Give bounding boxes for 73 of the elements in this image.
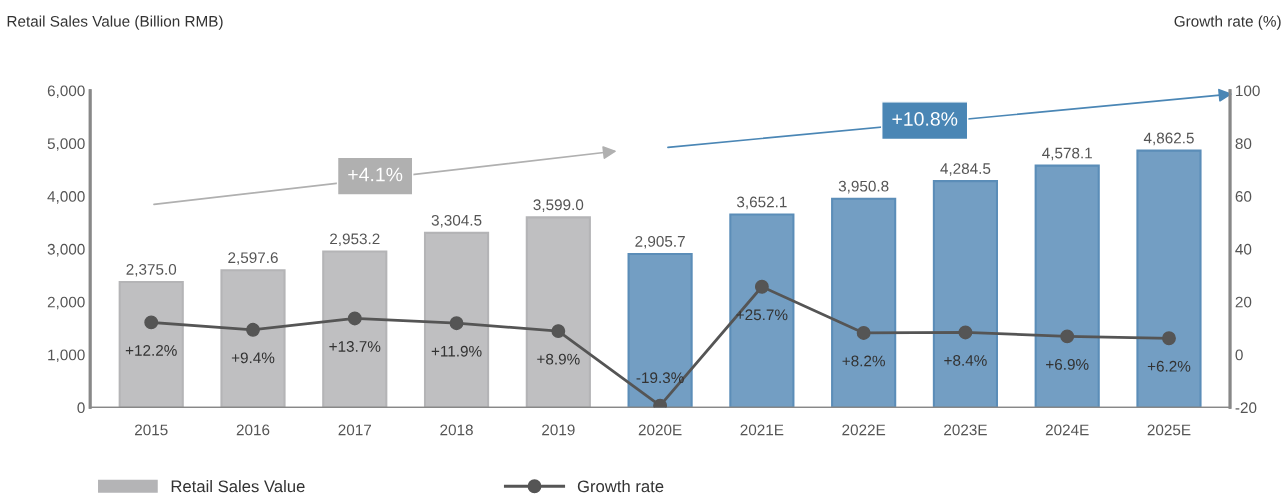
data-label: 3,304.5 xyxy=(431,214,482,228)
annotation: +4.1% xyxy=(348,167,403,182)
data-label: +8.2% xyxy=(842,355,885,367)
y2-tick-label: 40 xyxy=(1235,243,1252,255)
data-label: +11.9% xyxy=(431,345,482,357)
data-label: 4,578.1 xyxy=(1042,147,1092,161)
x-tick-label: 2017 xyxy=(338,424,371,436)
bar xyxy=(1034,164,1100,408)
point xyxy=(754,279,769,294)
data-label: 2,375.0 xyxy=(126,263,177,277)
data-label: 2,953.2 xyxy=(330,233,380,247)
x-tick-label: 2021E xyxy=(740,424,784,436)
data-label: +12.2% xyxy=(125,345,177,356)
data-label: +8.9% xyxy=(537,353,580,365)
data-label: 4,862.5 xyxy=(1143,132,1194,146)
y2-tick-label: 100 xyxy=(1236,85,1260,97)
data-label: 4,284.5 xyxy=(940,163,991,176)
y-tick-label: 3,000 xyxy=(47,243,85,257)
y2-tick-label: 80 xyxy=(1235,138,1252,150)
data-label: +6.9% xyxy=(1046,359,1089,370)
bar xyxy=(322,250,388,408)
data-label: +13.7% xyxy=(329,341,381,352)
bar xyxy=(220,269,286,408)
point xyxy=(958,325,973,340)
data-label: +9.4% xyxy=(231,352,275,364)
data-label: 3,599.0 xyxy=(533,199,584,212)
bar xyxy=(525,216,591,408)
bar xyxy=(932,180,999,408)
x-tick-label: 2022E xyxy=(842,424,886,436)
data-label: 2,597.6 xyxy=(228,252,278,265)
x-tick-label: 2024E xyxy=(1045,424,1089,436)
point xyxy=(1162,331,1176,346)
y2-tick-label: -20 xyxy=(1235,402,1257,414)
y-tick-label: 1,000 xyxy=(48,349,85,363)
data-label: 2,905.7 xyxy=(635,235,685,249)
y2-tick-label: 0 xyxy=(1235,349,1243,361)
data-label: 3,652.1 xyxy=(736,196,787,210)
data-label: -19.3% xyxy=(636,372,684,384)
data-label: +8.4% xyxy=(944,355,987,366)
point xyxy=(449,316,464,331)
legend-label: Retail Sales Value xyxy=(171,480,305,493)
x-tick-label: 2019 xyxy=(542,424,575,436)
bar xyxy=(423,231,490,408)
x-tick-label: 2025E xyxy=(1147,424,1191,436)
annotation: +10.8% xyxy=(892,112,958,126)
bar xyxy=(627,252,693,408)
bar xyxy=(1136,149,1202,408)
bar xyxy=(729,213,795,408)
x-tick-label: 2018 xyxy=(440,424,473,436)
y-tick-label: 5,000 xyxy=(47,138,85,151)
y-tick-label: 6,000 xyxy=(47,85,85,99)
point xyxy=(144,315,159,330)
bar xyxy=(118,280,184,408)
y-tick-label: 4,000 xyxy=(47,191,85,204)
x-tick-label: 2023E xyxy=(944,424,987,436)
y2-axis-title: Growth rate (%) xyxy=(1174,15,1281,30)
legend-label: Growth rate xyxy=(577,480,664,493)
point xyxy=(246,322,260,337)
y-tick-label: 0 xyxy=(77,402,85,414)
y-tick-label: 2,000 xyxy=(47,296,85,310)
point xyxy=(347,311,362,326)
point xyxy=(856,326,871,340)
point xyxy=(551,324,566,339)
data-label: 3,950.8 xyxy=(838,180,889,194)
y2-tick-label: 60 xyxy=(1235,191,1252,202)
y2-tick-label: 20 xyxy=(1235,296,1252,308)
x-tick-label: 2016 xyxy=(236,424,270,436)
x-tick-label: 2015 xyxy=(135,424,168,436)
point xyxy=(1060,329,1075,344)
y-axis-title: Retail Sales Value (Billion RMB) xyxy=(7,15,223,30)
x-tick-label: 2020E xyxy=(638,424,682,436)
data-label: +6.2% xyxy=(1147,360,1191,372)
bar xyxy=(831,197,897,408)
